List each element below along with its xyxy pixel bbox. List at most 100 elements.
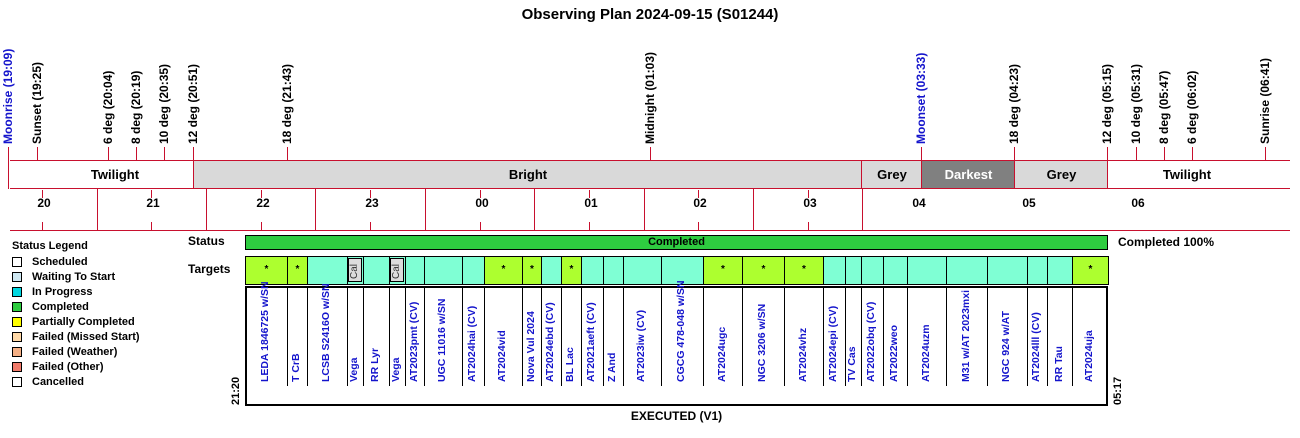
legend-label: Scheduled [32, 256, 88, 268]
target-marker: * [802, 264, 806, 275]
hour-tick [698, 222, 699, 230]
target-name-link[interactable]: RR Lyr [369, 347, 381, 382]
target-name-link[interactable]: Vega [348, 357, 360, 382]
target-name-link[interactable]: AT2024lll (CV) [1030, 312, 1042, 382]
hour-label: 23 [365, 196, 379, 210]
target-cell[interactable] [1027, 256, 1048, 285]
status-summary: Completed 100% [1118, 235, 1215, 249]
target-cell[interactable] [987, 256, 1028, 285]
target-name-link[interactable]: NGC 924 w/AT [1000, 311, 1012, 382]
target-cell[interactable] [623, 256, 662, 285]
target-separator [1072, 286, 1073, 386]
target-cell[interactable] [307, 256, 348, 285]
target-name-link[interactable]: UGC 11016 w/SN [436, 298, 448, 382]
target-name-link[interactable]: AT2024uzm [920, 324, 932, 382]
sky-period: Grey [1014, 161, 1108, 188]
event-label: 10 deg (20:35) [157, 63, 171, 144]
target-cell[interactable] [462, 256, 485, 285]
target-name-link[interactable]: AT2024uja [1083, 330, 1095, 382]
target-cell[interactable]: * [484, 256, 523, 285]
hour-tick [698, 190, 699, 198]
target-marker: * [1088, 264, 1093, 275]
target-separator [541, 286, 542, 386]
target-name-link[interactable]: BL Lac [564, 347, 576, 382]
target-cell[interactable]: * [1072, 256, 1109, 285]
event-label: 12 deg (20:51) [186, 63, 200, 144]
legend-swatch [12, 257, 22, 267]
target-name-link[interactable]: AT2022weo [888, 325, 900, 382]
target-name-link[interactable]: Nova Vul 2024 [525, 311, 537, 382]
target-name-link[interactable]: AT2023pmt (CV) [408, 301, 420, 382]
target-name-link[interactable]: TV Cas [846, 346, 858, 382]
target-cell[interactable] [861, 256, 884, 285]
target-cell[interactable] [823, 256, 846, 285]
target-name-link[interactable]: AT2024vid [496, 330, 508, 382]
target-cell[interactable]: * [742, 256, 785, 285]
target-name-link[interactable]: AT2024ebd (CV) [544, 302, 556, 382]
hour-tick [808, 222, 809, 230]
target-name-link[interactable]: M31 w/AT 2023mxi [960, 289, 972, 382]
legend-swatch [12, 377, 22, 387]
target-name-link[interactable]: AT2024hai (CV) [466, 305, 478, 382]
status-label: Status [188, 234, 225, 248]
target-name-link[interactable]: RR Tau [1053, 346, 1065, 382]
target-cell[interactable] [1047, 256, 1073, 285]
target-cell[interactable]: * [703, 256, 743, 285]
hour-label: 06 [1131, 196, 1145, 210]
target-separator [424, 286, 425, 386]
sky-period: Twilight [1107, 161, 1266, 188]
target-separator [742, 286, 743, 386]
target-cell[interactable] [946, 256, 988, 285]
target-name-link[interactable]: AT2023iw (CV) [635, 309, 647, 382]
hour-tick [315, 188, 316, 230]
event-label: 8 deg (20:19) [129, 70, 143, 144]
legend-label: Partially Completed [32, 316, 135, 328]
target-name-link[interactable]: Vega [390, 357, 402, 382]
hour-tick [425, 188, 426, 230]
target-marker: * [264, 264, 269, 275]
target-cell[interactable]: * [522, 256, 542, 285]
target-name-link[interactable]: LCSB S2416O w/SN [320, 283, 332, 382]
target-separator [703, 286, 704, 386]
target-cell[interactable] [405, 256, 425, 285]
hour-tick [644, 188, 645, 230]
target-name-link[interactable]: LEDA 1846725 w/SN [259, 281, 271, 382]
target-names-panel [245, 286, 1108, 406]
hour-tick [261, 222, 262, 230]
legend-label: In Progress [32, 286, 93, 298]
target-name-link[interactable]: AT2024ugc [716, 326, 728, 382]
target-marker: * [569, 264, 574, 275]
hour-tick [753, 188, 754, 230]
hour-tick [261, 190, 262, 198]
target-cell[interactable] [907, 256, 947, 285]
event-label: Moonset (03:33) [914, 52, 928, 144]
target-cell[interactable] [541, 256, 562, 285]
target-cell[interactable] [363, 256, 390, 285]
legend-label: Cancelled [32, 376, 84, 388]
target-cell[interactable]: * [561, 256, 582, 285]
target-name-link[interactable]: AT2024epi (CV) [827, 305, 839, 382]
target-cell[interactable] [424, 256, 463, 285]
target-name-link[interactable]: AT2022obq (CV) [865, 301, 877, 382]
target-cell[interactable] [845, 256, 862, 285]
target-name-link[interactable]: T CrB [290, 353, 302, 382]
target-separator [603, 286, 604, 386]
target-name-link[interactable]: Z And [606, 352, 618, 382]
target-cell[interactable]: * [287, 256, 308, 285]
target-name-link[interactable]: AT2024vhz [797, 327, 809, 382]
target-cell[interactable] [883, 256, 908, 285]
event-label: Midnight (01:03) [643, 52, 657, 144]
hour-tick [42, 190, 43, 198]
target-name-link[interactable]: NGC 3206 w/SN [756, 303, 768, 382]
target-separator [661, 286, 662, 386]
hour-label: 05 [1022, 196, 1036, 210]
target-cell[interactable] [603, 256, 624, 285]
target-separator [1047, 286, 1048, 386]
legend-swatch [12, 272, 22, 282]
target-separator [561, 286, 562, 386]
target-name-link[interactable]: CGCG 478-048 w/SN [675, 280, 687, 382]
hour-tick [480, 190, 481, 198]
target-cell[interactable] [581, 256, 604, 285]
target-cell[interactable]: * [784, 256, 824, 285]
target-name-link[interactable]: AT2021aeft (CV) [585, 302, 597, 382]
